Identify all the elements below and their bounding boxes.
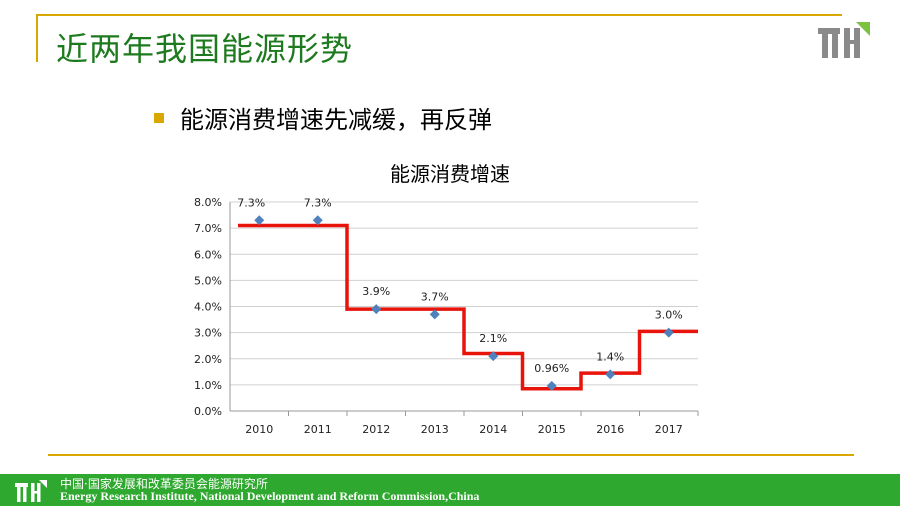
x-tick-label: 2012 (362, 423, 390, 436)
x-tick-label: 2015 (538, 423, 566, 436)
step-overlay-line (238, 223, 698, 391)
energy-growth-chart: 0.0% 1.0% 2.0% 3.0% 4.0% 5.0% 6.0% 7.0% 8.0% 2010… (194, 196, 699, 436)
data-point (605, 369, 616, 380)
y-tick-label: 6.0% (194, 248, 222, 261)
x-tick-label: 2016 (596, 423, 624, 436)
bullet-text: 能源消费增速先减缓，再反弹 (180, 106, 492, 134)
data-label: 3.0% (655, 309, 683, 322)
x-tick-label: 2010 (245, 423, 273, 436)
y-tick-label: 4.0% (194, 301, 222, 314)
footer-logo (15, 480, 47, 502)
data-label: 7.3% (304, 196, 332, 209)
footer-org-en: Energy Research Institute, National Deve… (60, 489, 480, 503)
data-label: 7.3% (237, 196, 265, 209)
data-label: 1.4% (596, 350, 624, 363)
data-point (254, 215, 265, 226)
footer-bar (0, 474, 900, 506)
x-tick-label: 2014 (479, 423, 507, 436)
data-label: 3.9% (362, 285, 390, 298)
data-label: 3.7% (421, 290, 449, 303)
data-point (312, 215, 323, 226)
chart-title: 能源消费增速 (390, 162, 510, 186)
y-tick-label: 3.0% (194, 327, 222, 340)
data-point (663, 327, 674, 338)
x-tick-label: 2017 (655, 423, 683, 436)
x-tick-label: 2013 (421, 423, 449, 436)
data-point (371, 304, 382, 315)
y-tick-label: 8.0% (194, 196, 222, 209)
footer-org-cn: 中国·国家发展和改革委员会能源研究所 (60, 477, 268, 491)
eri-logo (818, 22, 870, 58)
title-frame (36, 14, 842, 62)
y-tick-label: 0.0% (194, 405, 222, 418)
bullet-row: 能源消费增速先减缓，再反弹 (154, 100, 492, 135)
y-tick-label: 1.0% (194, 379, 222, 392)
bullet-marker (154, 112, 164, 123)
bottom-rule (48, 454, 854, 456)
y-tick-label: 2.0% (194, 353, 222, 366)
y-tick-label: 5.0% (194, 274, 222, 287)
data-point (546, 380, 557, 391)
y-tick-label: 7.0% (194, 222, 222, 235)
slide-title: 近两年我国能源形势 (56, 30, 354, 68)
data-point (488, 351, 499, 362)
x-tick-label: 2011 (304, 423, 332, 436)
data-label: 2.1% (479, 332, 507, 345)
data-label: 0.96% (534, 362, 569, 375)
data-point (429, 309, 440, 320)
